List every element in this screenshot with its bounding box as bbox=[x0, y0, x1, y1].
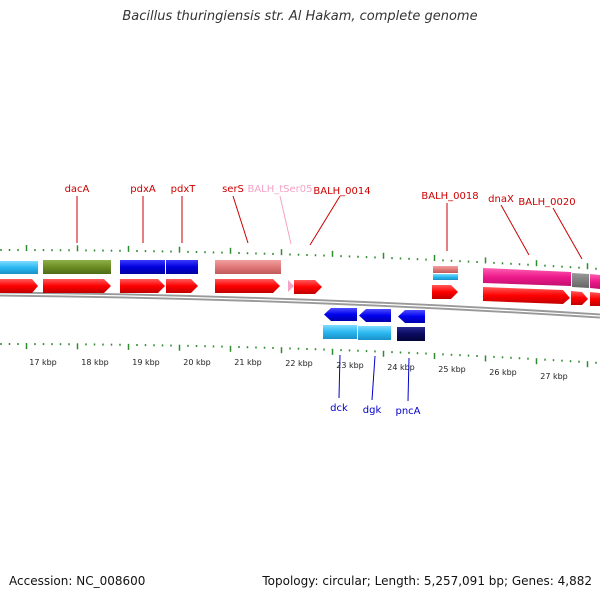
feature-box-blue-1 bbox=[120, 260, 165, 274]
gene-label-BALH_tSer05: BALH_tSer05 bbox=[247, 184, 312, 195]
feature-box-salmon-small bbox=[433, 266, 458, 273]
scale-label-23kbp: 23 kbp bbox=[336, 361, 364, 370]
leader-line-BALH_0020 bbox=[552, 207, 583, 260]
leader-line-BALH_0014 bbox=[309, 195, 341, 246]
leader-line-dgk bbox=[371, 355, 376, 401]
reverse-feature-cyan bbox=[323, 325, 357, 339]
gene-label-serS: serS bbox=[222, 184, 244, 195]
lower-label-leaders bbox=[338, 354, 410, 402]
scale-label-21kbp: 21 kbp bbox=[234, 358, 262, 367]
feature-box-cyan-left bbox=[0, 261, 38, 274]
scale-label-26kbp: 26 kbp bbox=[489, 368, 517, 377]
gene-label-dacA: dacA bbox=[65, 184, 90, 195]
upper-label-leaders bbox=[76, 195, 583, 260]
leader-line-serS bbox=[232, 195, 249, 244]
scale-label-22kbp: 22 kbp bbox=[285, 359, 313, 368]
feature-box-cyan-small bbox=[433, 274, 458, 280]
genome-backbone-inner bbox=[0, 293, 600, 317]
forward-cds-arrow bbox=[120, 279, 165, 293]
forward-cds-arrow bbox=[43, 279, 111, 293]
forward-cds-arrow bbox=[0, 279, 38, 293]
scale-label-17kbp: 17 kbp bbox=[29, 358, 57, 367]
gene-label-dck: dck bbox=[330, 403, 348, 414]
scale-label-25kbp: 25 kbp bbox=[438, 365, 466, 374]
forward-cds-arrow bbox=[590, 292, 600, 306]
map-title: Bacillus thuringiensis str. Al Hakam, co… bbox=[122, 9, 478, 24]
forward-cds-arrow bbox=[571, 291, 588, 305]
forward-cds-arrow bbox=[166, 279, 198, 293]
leader-line-dck bbox=[338, 354, 341, 399]
gene-label-pdxA: pdxA bbox=[130, 184, 156, 195]
reverse-feature-cyan bbox=[358, 326, 391, 340]
forward-cds-arrow bbox=[294, 280, 322, 294]
scale-label-20kbp: 20 kbp bbox=[183, 358, 211, 367]
feature-box-magenta bbox=[483, 268, 571, 286]
gene-label-dgk: dgk bbox=[363, 405, 382, 416]
scale-label-27kbp: 27 kbp bbox=[540, 372, 568, 381]
scale-label-18kbp: 18 kbp bbox=[81, 358, 109, 367]
upper-gene-labels: dacA pdxA pdxT serS BALH_tSer05 BALH_001… bbox=[65, 184, 576, 208]
feature-box-magenta-right bbox=[590, 274, 600, 289]
gene-label-pncA: pncA bbox=[395, 406, 420, 417]
gene-label-BALH_0020: BALH_0020 bbox=[518, 197, 575, 208]
lower-gene-labels: dck dgk pncA bbox=[330, 403, 420, 417]
gene-label-BALH_0018: BALH_0018 bbox=[421, 191, 478, 202]
topology-text: Topology: circular; Length: 5,257,091 bp… bbox=[262, 574, 592, 588]
feature-box-olive bbox=[43, 260, 111, 274]
reverse-feature-navy bbox=[397, 327, 425, 341]
trna-marker bbox=[288, 280, 294, 292]
forward-cds-arrow bbox=[483, 287, 570, 304]
gene-label-pdxT: pdxT bbox=[171, 184, 197, 195]
gene-label-BALH_0014: BALH_0014 bbox=[313, 186, 370, 197]
reverse-cds-arrow bbox=[359, 309, 391, 322]
feature-box-salmon bbox=[215, 260, 281, 274]
feature-box-blue-2 bbox=[166, 260, 198, 274]
reverse-cds-arrow bbox=[324, 308, 357, 321]
feature-box-gray bbox=[572, 273, 589, 288]
accession-text: Accession: NC_008600 bbox=[9, 574, 146, 588]
leader-line-BALH_tSer05 bbox=[279, 195, 292, 245]
forward-cds-arrow bbox=[432, 285, 458, 299]
lower-tick-ring bbox=[0, 343, 597, 368]
scale-label-24kbp: 24 kbp bbox=[387, 363, 415, 372]
upper-tick-ring bbox=[0, 245, 597, 270]
leader-line-dnaX bbox=[500, 204, 530, 256]
forward-cds-arrow bbox=[215, 279, 280, 293]
scale-labels: 17 kbp 18 kbp 19 kbp 20 kbp 21 kbp 22 kb… bbox=[29, 358, 568, 381]
scale-label-19kbp: 19 kbp bbox=[132, 358, 160, 367]
leader-line-pncA bbox=[407, 357, 410, 402]
reverse-cds-arrow bbox=[398, 310, 425, 323]
gene-label-dnaX: dnaX bbox=[488, 194, 514, 205]
